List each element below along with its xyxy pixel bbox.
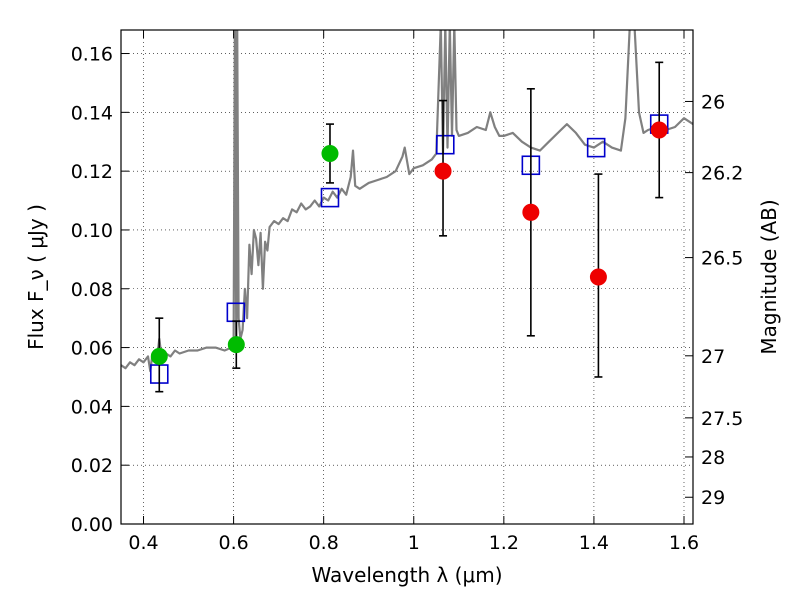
x-axis-label: Wavelength λ (μm) bbox=[311, 563, 502, 587]
plot-background bbox=[121, 30, 693, 524]
plot-frame bbox=[120, 29, 694, 525]
x-tick-label: 1.2 bbox=[489, 532, 519, 554]
x-tick-label: 1.6 bbox=[669, 532, 699, 554]
y2-tick-label: 26 bbox=[701, 91, 725, 113]
y-tick-label: 0.10 bbox=[71, 220, 113, 242]
y2-axis-label: Magnitude (AB) bbox=[757, 199, 781, 354]
plot-area bbox=[121, 30, 693, 393]
y2-tick-label: 26.5 bbox=[701, 248, 743, 270]
observed-flux-point bbox=[150, 347, 168, 365]
y-tick-label: 0.08 bbox=[71, 279, 113, 301]
y-tick-label: 0.14 bbox=[71, 102, 113, 124]
observed-flux-point bbox=[650, 121, 668, 139]
observed-flux-point bbox=[434, 162, 452, 180]
axes: 0.4 0.6 0.8 1 1.2 1.4 1.6 0.00 0.02 0.04 0.06 0.08 0… bbox=[71, 30, 743, 554]
y-tick-label: 0.12 bbox=[71, 161, 113, 183]
y2-tick-label: 29 bbox=[701, 487, 725, 509]
y2-tick-label: 28 bbox=[701, 447, 725, 469]
y2-tick-label: 26.2 bbox=[701, 163, 743, 185]
y2-tick-label: 27 bbox=[701, 346, 725, 368]
x-tick-label: 1.4 bbox=[579, 532, 609, 554]
observed-flux-point bbox=[321, 145, 339, 162]
model-photometry-square bbox=[586, 137, 606, 158]
x-tick-label: 1 bbox=[408, 532, 420, 554]
y-tick-label: 0.00 bbox=[71, 514, 113, 536]
observed-flux-point bbox=[227, 336, 245, 354]
model-photometry-square bbox=[320, 187, 340, 208]
model-photometry-square bbox=[435, 134, 455, 155]
observed-flux-point bbox=[589, 268, 607, 286]
model-spectrum-line bbox=[121, 30, 693, 373]
y-tick-label: 0.16 bbox=[71, 44, 113, 66]
x-tick-label: 0.4 bbox=[128, 532, 158, 554]
y-axis-label: Flux F_ν ( μJy ) bbox=[24, 204, 48, 350]
x-tick-label: 0.8 bbox=[309, 532, 339, 554]
observed-flux-point bbox=[522, 203, 540, 221]
x-tick-label: 0.6 bbox=[218, 532, 248, 554]
y-tick-label: 0.04 bbox=[71, 396, 113, 418]
y-tick-label: 0.06 bbox=[71, 338, 113, 360]
y-tick-label: 0.02 bbox=[71, 455, 113, 477]
y2-tick-label: 27.5 bbox=[701, 408, 743, 430]
